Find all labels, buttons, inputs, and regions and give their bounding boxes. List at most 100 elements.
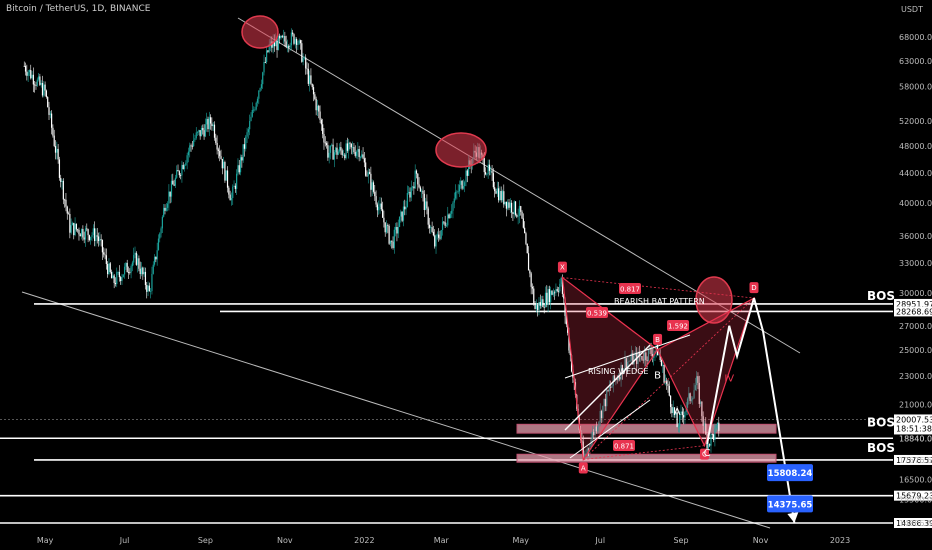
candle-body: [31, 74, 33, 79]
candle-body: [114, 282, 117, 285]
candle-body: [349, 142, 351, 144]
wave-label: B: [654, 371, 661, 382]
candle-body: [177, 169, 179, 172]
candle-body: [156, 250, 158, 260]
target-price-label: 14375.65: [768, 500, 813, 510]
candle-body: [169, 191, 171, 197]
candle-body: [331, 144, 333, 146]
candle-body: [423, 193, 425, 210]
candle-body: [204, 124, 206, 137]
candle-body: [234, 185, 236, 189]
level-price-tag: [894, 490, 932, 501]
candle-body: [288, 45, 290, 48]
candle-body: [51, 113, 53, 128]
candle-body: [362, 154, 364, 159]
candle-body: [435, 235, 437, 247]
candle-body: [151, 273, 153, 291]
candle-body: [152, 264, 154, 274]
candle-body: [67, 213, 70, 215]
y-tick-label: 16500.00: [899, 476, 932, 485]
candle-body: [286, 45, 289, 47]
candle-body: [425, 201, 427, 210]
pattern-point-tag: [653, 333, 663, 345]
candle-body: [153, 256, 156, 265]
support-zones: [516, 423, 777, 463]
candle-body: [209, 117, 212, 124]
candle-body: [297, 43, 299, 45]
candle-body: [79, 234, 81, 237]
harmonic-pattern: [561, 276, 799, 524]
candle-body: [452, 202, 454, 211]
candle-body: [494, 187, 496, 192]
candle-body: [26, 71, 28, 76]
candle-body: [646, 359, 648, 362]
candle-body: [667, 383, 669, 386]
candle-body: [696, 376, 698, 386]
candle-body: [551, 290, 553, 295]
candle-body: [404, 206, 406, 210]
candle-body: [181, 164, 183, 176]
candle-body: [166, 203, 169, 208]
candle-body: [212, 124, 214, 127]
y-tick-label: 52000.00: [899, 117, 932, 126]
candle-body: [613, 375, 616, 381]
candle-body: [556, 289, 558, 291]
candle-body: [628, 361, 630, 362]
candle-body: [550, 290, 552, 303]
candle-body: [552, 292, 554, 295]
candle-body: [355, 151, 358, 156]
candle-body: [228, 187, 230, 195]
candle-body: [199, 130, 201, 137]
y-tick-label: 27000.00: [899, 322, 932, 331]
candle-body: [378, 206, 380, 211]
candle-body: [237, 165, 239, 174]
candle-body: [465, 170, 467, 183]
candle-body: [284, 36, 286, 42]
candle-body: [590, 439, 592, 449]
level-price-label: 28268.69: [896, 307, 932, 316]
candle-body: [341, 150, 343, 156]
candle-body: [530, 273, 532, 287]
candle-body: [281, 35, 283, 38]
candle-body: [178, 171, 180, 176]
candle-body: [243, 144, 246, 149]
candle-body: [95, 235, 97, 241]
candle-body: [256, 98, 259, 103]
candle-body: [180, 175, 182, 176]
candle-body: [99, 239, 101, 242]
candle-body: [697, 376, 699, 383]
candle-body: [589, 448, 591, 449]
candle-body: [666, 380, 668, 384]
candle-body: [529, 270, 531, 274]
candle-body: [567, 324, 569, 333]
candle-body: [512, 212, 514, 215]
candle-body: [676, 413, 678, 428]
candle-body: [213, 124, 216, 138]
candle-body: [645, 352, 647, 360]
pattern-point-label: D: [751, 284, 756, 292]
candle-body: [23, 65, 25, 67]
candle-body: [275, 40, 277, 47]
candle-body: [96, 235, 98, 237]
candle-body: [187, 151, 190, 156]
candle-body: [611, 386, 613, 388]
x-tick-label: May: [37, 536, 54, 545]
target-price-tag: [767, 464, 813, 482]
candle-body: [354, 152, 356, 156]
candle-body: [690, 399, 693, 401]
candle-body: [327, 145, 329, 158]
candle-body: [325, 143, 328, 146]
candle-body: [121, 277, 123, 282]
countdown-label: 18:51:38: [896, 424, 932, 433]
y-tick-label: 25000.00: [899, 346, 932, 355]
candle-body: [568, 332, 570, 351]
candle-body: [385, 225, 388, 233]
candle-body: [593, 432, 595, 436]
candle-body: [112, 275, 114, 279]
candle-body: [671, 406, 673, 414]
support-zone: [516, 453, 777, 463]
candle-body: [376, 204, 378, 211]
candle-body: [332, 144, 334, 160]
candle-body: [211, 123, 213, 127]
